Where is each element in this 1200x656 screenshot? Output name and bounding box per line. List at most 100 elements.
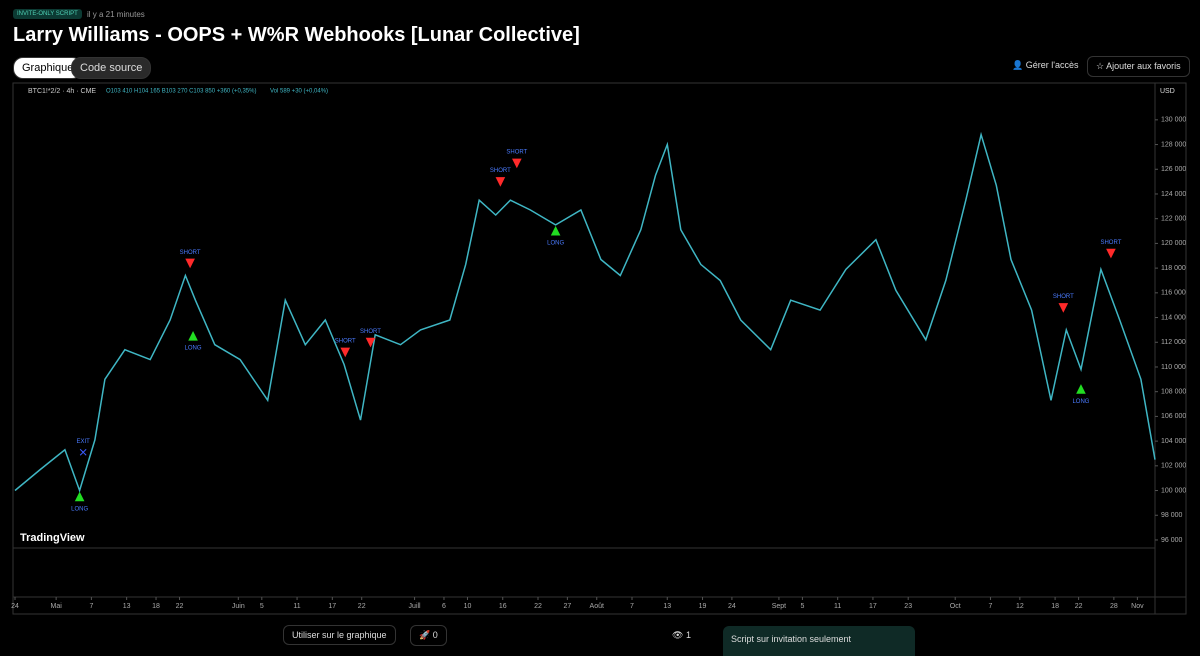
x-tick-label: 7: [630, 603, 634, 610]
signal-marker: [365, 337, 376, 348]
x-tick-label: Mai: [50, 603, 62, 610]
time: il y a 21 minutes: [87, 10, 145, 19]
y-tick-label: 98 000: [1161, 512, 1183, 519]
x-tick-label: 11: [293, 603, 300, 610]
x-tick-label: 5: [260, 603, 264, 610]
notice: Script sur invitation seulement: [723, 626, 915, 656]
signal-label: LONG: [547, 241, 564, 247]
signal-label: LONG: [185, 346, 202, 352]
y-tick-label: 116 000: [1161, 290, 1186, 297]
y-tick-label: 118 000: [1161, 265, 1186, 272]
x-tick-label: 12: [1016, 603, 1024, 610]
y-tick-label: 124 000: [1161, 191, 1186, 198]
signal-marker: [550, 225, 561, 236]
signal-marker: [1076, 384, 1086, 394]
x-tick-label: 16: [499, 603, 507, 610]
chart-frame: [12, 82, 1187, 615]
x-tick-label: Juin: [232, 603, 245, 610]
tab[interactable]: Graphique: [13, 57, 83, 79]
x-tick-label: 22: [176, 603, 184, 610]
badge: INVITE-ONLY SCRIPT: [13, 9, 82, 19]
signal-marker: [340, 347, 351, 358]
signal-marker: [1058, 303, 1069, 313]
x-tick-label: 24: [11, 603, 19, 610]
x-tick-label: 13: [123, 603, 131, 610]
signal-label: SHORT: [335, 339, 356, 345]
count: 1: [685, 630, 691, 640]
x-tick-label: 5: [800, 603, 804, 610]
y-tick-label: 106 000: [1161, 413, 1186, 420]
signal-label: LONG: [71, 506, 88, 512]
y-tick-label: 110 000: [1161, 364, 1186, 371]
use-button[interactable]: Utiliser sur le graphique: [283, 625, 396, 645]
y-tick-label: 126 000: [1161, 166, 1186, 173]
x-tick-label: 17: [869, 603, 877, 610]
x-tick-label: Sept: [772, 603, 786, 610]
manage-access[interactable]: 👤 Gérer l'accès: [1012, 60, 1079, 70]
signal-marker: [495, 177, 506, 187]
signal-marker: [512, 158, 522, 169]
x-tick-label: 7: [89, 603, 93, 610]
signal-label: SHORT: [1100, 240, 1121, 246]
signal-label: EXIT: [76, 439, 90, 445]
signal-label: SHORT: [360, 329, 381, 335]
y-tick-label: 120 000: [1161, 240, 1186, 247]
x-tick-label: 22: [534, 603, 542, 610]
x-tick-label: 7: [989, 603, 993, 610]
signal-marker: [79, 448, 87, 456]
y-tick-label: 112 000: [1161, 339, 1186, 346]
signal-marker: [1106, 248, 1116, 259]
x-tick-label: Oct: [950, 603, 961, 610]
tab[interactable]: Code source: [71, 57, 152, 79]
y-tick-label: 130 000: [1161, 117, 1186, 124]
boost-button[interactable]: 🚀 0: [410, 625, 447, 646]
y-tick-label: 122 000: [1161, 216, 1186, 223]
signal-label: LONG: [1072, 399, 1089, 405]
currency: USD: [1160, 88, 1175, 95]
ohlc: O103 410 H104 165 B103 270 C103 850 +360…: [106, 89, 256, 95]
y-tick-label: 100 000: [1161, 487, 1186, 494]
x-tick-label: Nov: [1131, 603, 1144, 610]
brand: TradingView: [20, 532, 85, 544]
signal-marker: [188, 330, 198, 341]
views: 👁 1: [672, 630, 691, 640]
x-tick-label: 23: [904, 603, 912, 610]
x-tick-label: 22: [1075, 603, 1083, 610]
x-tick-label: Juill: [409, 603, 422, 610]
x-tick-label: 27: [563, 603, 571, 610]
x-tick-label: 24: [728, 603, 736, 610]
signal-label: SHORT: [1053, 294, 1074, 300]
x-tick-label: 17: [328, 603, 336, 610]
y-tick-label: 96 000: [1161, 537, 1183, 544]
y-tick-label: 108 000: [1161, 389, 1186, 396]
symbol: BTC1!*2/2 · 4h · CME: [28, 88, 96, 95]
x-tick-label: 18: [152, 603, 160, 610]
x-tick-label: 28: [1110, 603, 1118, 610]
volume: Vol 589 +30 (+0,04%): [270, 89, 328, 95]
y-tick-label: 102 000: [1161, 463, 1186, 470]
x-tick-label: 10: [464, 603, 472, 610]
signal-label: SHORT: [490, 168, 511, 174]
x-tick-label: Août: [590, 603, 604, 610]
x-tick-label: 18: [1051, 603, 1059, 610]
y-tick-label: 104 000: [1161, 438, 1186, 445]
signal-marker: [74, 491, 85, 502]
x-tick-label: 19: [699, 603, 707, 610]
x-tick-label: 22: [358, 603, 366, 610]
x-tick-label: 11: [834, 603, 841, 610]
y-tick-label: 114 000: [1161, 314, 1186, 321]
signal-label: SHORT: [506, 150, 527, 156]
label: Gérer l'accès: [1025, 60, 1079, 70]
x-tick-label: 13: [663, 603, 671, 610]
price-line: [14, 131, 1156, 493]
x-tick-label: 6: [442, 603, 446, 610]
y-tick-label: 128 000: [1161, 141, 1186, 148]
favorite[interactable]: ☆ Ajouter aux favoris: [1087, 56, 1190, 77]
count: 0: [432, 630, 438, 640]
signal-marker: [185, 258, 195, 269]
title: Larry Williams - OOPS + W%R Webhooks [Lu…: [13, 24, 580, 46]
signal-label: SHORT: [180, 250, 201, 256]
label: Ajouter aux favoris: [1106, 61, 1181, 71]
